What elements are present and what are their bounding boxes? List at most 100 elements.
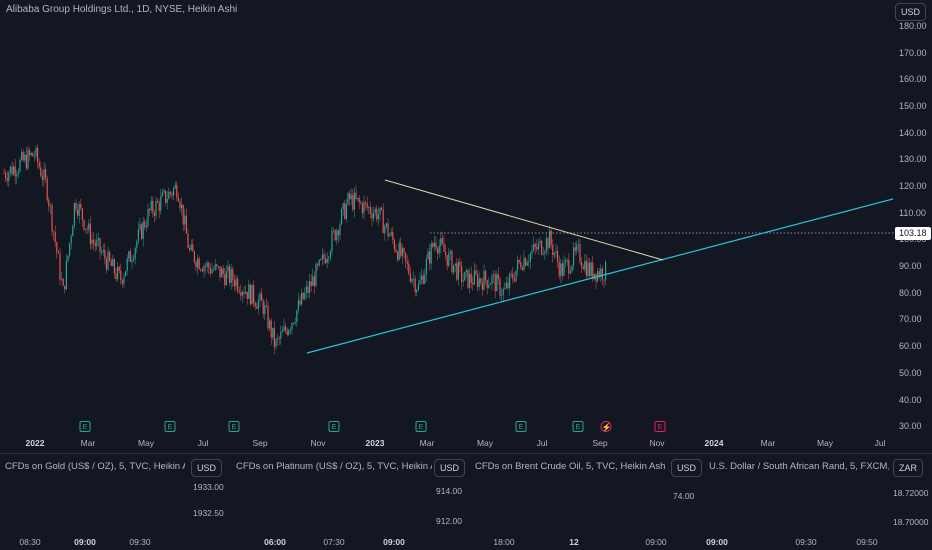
candle-body: [187, 233, 189, 248]
candle-body: [176, 184, 178, 198]
candle-body: [419, 279, 421, 285]
candle-body: [437, 248, 439, 254]
candle-body: [294, 322, 296, 324]
candle-body: [491, 275, 493, 284]
earnings-event-icon[interactable]: E: [654, 421, 666, 432]
bottom-tick-label: 09:00: [706, 537, 728, 547]
candle-body: [469, 273, 471, 288]
candle-body: [48, 200, 50, 207]
candle-body: [568, 259, 570, 274]
candle-body: [493, 274, 495, 276]
candle-body: [190, 244, 192, 250]
panel-brent-currency[interactable]: USD: [671, 459, 703, 477]
x-tick-label: Nov: [649, 438, 665, 448]
candle-body: [177, 197, 179, 202]
candle-body: [525, 257, 527, 266]
currency-button[interactable]: USD: [895, 3, 927, 21]
candle-body: [355, 192, 357, 199]
candle-body: [149, 208, 151, 211]
candle-body: [408, 263, 410, 274]
candle-body: [448, 252, 450, 266]
candle-body: [517, 259, 519, 271]
candle-body: [115, 273, 117, 280]
x-tick-label: Jul: [536, 438, 548, 448]
earnings-event-icon[interactable]: E: [164, 421, 176, 432]
panel-zar-currency[interactable]: ZAR: [893, 459, 923, 477]
candle-body: [232, 269, 234, 281]
candle-body: [385, 223, 387, 227]
candle-body: [251, 284, 253, 305]
candle-body: [296, 310, 298, 323]
candle-body: [171, 193, 173, 196]
candle-body: [579, 244, 581, 263]
candle-body: [334, 230, 336, 241]
candle-body: [369, 207, 371, 214]
candle-body: [379, 207, 381, 215]
candle-body: [213, 269, 215, 271]
candle-body: [237, 278, 239, 291]
candle-body: [101, 251, 103, 253]
earnings-event-icon[interactable]: E: [328, 421, 340, 432]
candle-body: [563, 262, 565, 276]
candle-body: [489, 283, 491, 285]
candle-body: [65, 260, 67, 290]
candle-body: [179, 201, 181, 209]
candle-body: [302, 292, 304, 299]
y-tick-label: 160.00: [899, 74, 927, 85]
panel-platinum-title: CFDs on Platinum (US$ / OZ), 5, TVC, Hei…: [236, 461, 432, 472]
candle-body: [96, 240, 98, 246]
bottom-tick-label: 12: [569, 537, 579, 547]
panel-platinum-currency[interactable]: USD: [434, 459, 466, 477]
main-price-chart[interactable]: [0, 0, 932, 455]
candle-body: [382, 209, 384, 234]
y-tick-label: 130.00: [899, 154, 927, 165]
candle-body: [94, 242, 96, 246]
split-event-icon[interactable]: ⚡: [600, 421, 612, 432]
candle-body: [589, 262, 591, 276]
candle-body: [229, 266, 231, 283]
y-tick-label: 50.00: [899, 367, 922, 378]
candle-body: [72, 225, 74, 237]
candle-body: [465, 270, 467, 272]
candle-body: [88, 223, 90, 230]
candle-body: [533, 244, 535, 251]
candle-body: [158, 202, 160, 211]
candle-body: [126, 258, 128, 271]
candle-body: [141, 224, 143, 239]
candle-body: [80, 203, 82, 209]
x-tick-label: Mar: [760, 438, 776, 448]
candle-body: [273, 327, 275, 347]
x-tick-label: May: [137, 438, 155, 448]
candle-body: [443, 243, 445, 252]
candle-body: [384, 226, 386, 234]
candle-body: [221, 268, 223, 278]
candle-body: [321, 254, 323, 260]
candle-body: [336, 230, 338, 241]
candle-body: [161, 192, 163, 197]
earnings-event-icon[interactable]: E: [228, 421, 240, 432]
candle-body: [441, 238, 443, 244]
candle-body: [288, 330, 290, 335]
earnings-event-icon[interactable]: E: [415, 421, 427, 432]
candle-body: [269, 320, 271, 329]
candle-body: [235, 278, 237, 287]
candle-body: [585, 261, 587, 277]
candle-body: [483, 270, 485, 290]
earnings-event-icon[interactable]: E: [572, 421, 584, 432]
candle-body: [371, 213, 373, 219]
candle-body: [192, 244, 194, 252]
candle-body: [155, 201, 157, 216]
panel-gold-currency[interactable]: USD: [191, 459, 223, 477]
earnings-event-icon[interactable]: E: [515, 421, 527, 432]
candle-body: [38, 162, 40, 168]
candle-body: [566, 259, 568, 261]
panel-brent-title: CFDs on Brent Crude Oil, 5, TVC, Heikin …: [475, 461, 665, 472]
candle-body: [272, 327, 274, 338]
earnings-event-icon[interactable]: E: [79, 421, 91, 432]
bottom-tick-label: 09:30: [795, 537, 817, 547]
candle-body: [133, 258, 135, 261]
candle-body: [480, 278, 482, 283]
x-tick-label: Mar: [80, 438, 96, 448]
candle-body: [123, 276, 125, 284]
candle-body: [507, 282, 509, 288]
